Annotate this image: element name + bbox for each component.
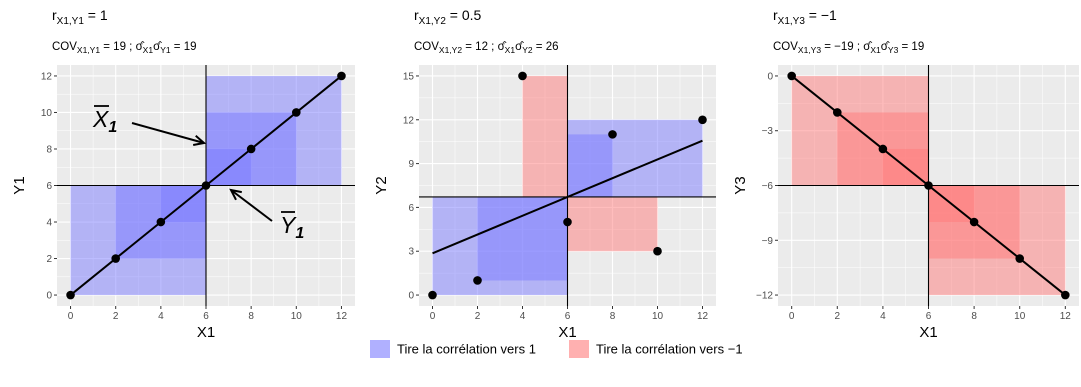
deviation-rect	[477, 196, 568, 281]
y-tick-label: 2	[46, 254, 52, 265]
data-point	[832, 108, 842, 117]
xbar-arrow	[131, 122, 205, 144]
ybar-arrow	[230, 189, 273, 222]
y-tick-label: 0	[408, 291, 414, 302]
xbar-label: X1	[92, 106, 117, 136]
y-axis-label: Y2	[373, 176, 390, 194]
data-point	[246, 144, 256, 154]
data-point	[653, 246, 662, 256]
legend-swatch	[569, 340, 589, 358]
regression-line	[432, 139, 703, 255]
x-tick-label: 10	[652, 311, 664, 322]
data-point	[292, 108, 301, 117]
legend-label: Tire la corrélation vers 1	[397, 342, 536, 357]
x-tick-label: 2	[835, 311, 841, 322]
annotations: X1 Y1	[92, 105, 304, 242]
panel-3: rX1,Y3 = −1 COVX1,Y3 = −19 ; σ̂X1σ̂Y3 = 1…	[732, 7, 1079, 341]
x-tick-label: 6	[203, 311, 209, 322]
panel-1: rX1,Y1 = 1 COVX1,Y1 = 19 ; σ̂X1σ̂Y1 = 19 0…	[11, 7, 355, 341]
data-point	[473, 276, 482, 285]
data-point	[111, 254, 120, 263]
y-tick-label: 6	[408, 203, 414, 214]
y-tick-label: 0	[767, 71, 773, 82]
panel-title: rX1,Y1 = 1	[52, 7, 108, 27]
data-point	[66, 290, 75, 300]
ybar-arrow-head	[229, 188, 242, 201]
deviation-rect	[567, 196, 658, 252]
x-tick-label: 12	[697, 311, 709, 322]
x-axis-label: X1	[919, 324, 937, 341]
x-tick-label: 2	[113, 311, 119, 322]
y-tick-label: 12	[41, 71, 53, 82]
x-tick-label: 2	[475, 311, 481, 322]
data-point	[1015, 254, 1025, 263]
data-point	[787, 71, 796, 81]
data-point	[878, 144, 888, 154]
x-tick-label: 8	[248, 311, 254, 322]
data-point	[156, 217, 166, 227]
legend-swatch	[370, 340, 390, 358]
y-tick-label: 4	[46, 218, 52, 229]
data-point	[924, 181, 933, 190]
data-point	[563, 217, 572, 227]
y-tick-label: 6	[46, 181, 52, 192]
x-tick-label: 12	[1060, 311, 1072, 322]
y-axis-label: Y1	[11, 176, 28, 194]
data-point	[608, 130, 617, 139]
x-tick-label: 4	[158, 311, 164, 322]
ybar-label: Y1	[280, 212, 304, 242]
y-tick-label: 3	[408, 247, 414, 258]
x-tick-label: 8	[610, 311, 616, 322]
x-tick-label: 10	[291, 311, 303, 322]
data-point	[698, 115, 707, 125]
x-tick-label: 12	[336, 311, 348, 322]
y-axis-label: Y3	[732, 176, 749, 194]
data-point	[969, 217, 979, 227]
y-tick-label: 0	[46, 291, 52, 302]
deviation-rect	[522, 75, 568, 197]
y-tick-label: 9	[408, 159, 414, 170]
data-point	[201, 181, 211, 190]
data-point	[518, 71, 527, 81]
deviation-rect	[567, 119, 703, 197]
x-tick-label: 0	[789, 311, 795, 322]
panel-title: rX1,Y2 = 0.5	[414, 7, 482, 27]
x-tick-label: 0	[68, 311, 74, 322]
y-tick-label: −12	[756, 291, 773, 302]
x-tick-label: 6	[565, 311, 571, 322]
y-tick-label: 10	[41, 108, 53, 119]
x-tick-label: 4	[520, 311, 526, 322]
panel-title: rX1,Y3 = −1	[773, 7, 837, 27]
y-tick-label: −3	[762, 126, 774, 137]
y-tick-label: −9	[762, 236, 774, 247]
x-tick-label: 10	[1014, 311, 1026, 322]
data-point	[337, 71, 346, 81]
x-tick-label: 0	[430, 311, 436, 322]
x-tick-label: 8	[971, 311, 977, 322]
data-point	[428, 290, 437, 300]
panel-subtitle: COVX1,Y2 = 12 ; σ̂X1σ̂Y2 = 26	[414, 41, 559, 55]
x-axis-label: X1	[197, 324, 215, 341]
x-tick-label: 6	[926, 311, 932, 322]
y-tick-label: 12	[403, 115, 415, 126]
panel-2: rX1,Y2 = 0.5 COVX1,Y2 = 12 ; σ̂X1σ̂Y2 = 2…	[373, 7, 716, 341]
legend-label: Tire la corrélation vers −1	[596, 342, 743, 357]
x-tick-label: 4	[880, 311, 886, 322]
panel-subtitle: COVX1,Y1 = 19 ; σ̂X1σ̂Y1 = 19	[52, 41, 197, 55]
legend: Tire la corrélation vers 1 Tire la corrél…	[370, 340, 743, 358]
y-tick-label: −6	[762, 181, 774, 192]
xbar-arrow-head	[192, 134, 207, 146]
y-tick-label: 15	[403, 71, 415, 82]
panel-subtitle: COVX1,Y3 = −19 ; σ̂X1σ̂Y3 = 19	[773, 41, 924, 55]
data-point	[1061, 290, 1070, 300]
y-tick-label: 8	[46, 144, 52, 155]
x-axis-label: X1	[558, 324, 576, 341]
